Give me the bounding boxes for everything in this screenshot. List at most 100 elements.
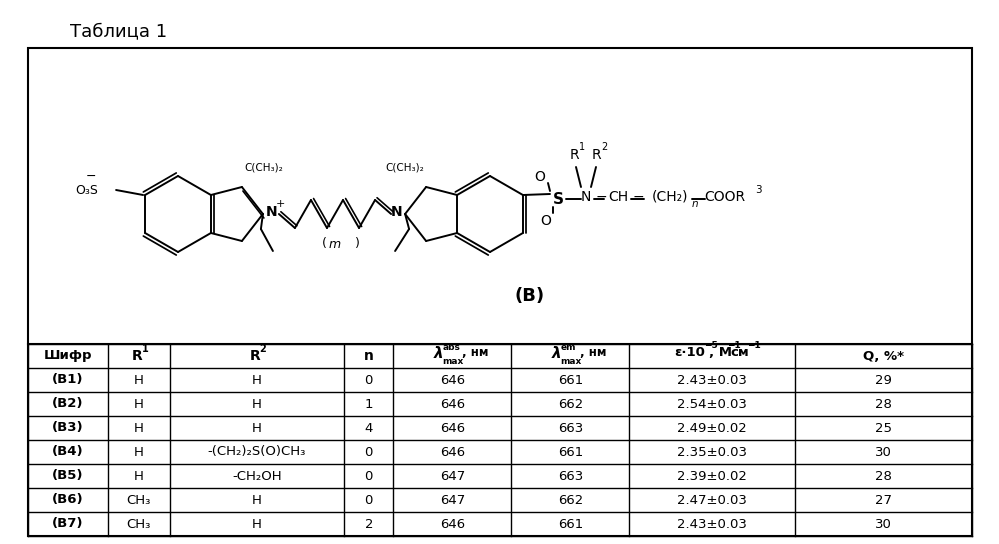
Text: 661: 661 bbox=[557, 446, 583, 459]
Text: Таблица 1: Таблица 1 bbox=[70, 22, 167, 40]
Text: 30: 30 bbox=[875, 446, 892, 459]
Text: 28: 28 bbox=[875, 469, 892, 483]
Text: H: H bbox=[252, 493, 262, 506]
Text: (B3): (B3) bbox=[52, 422, 84, 435]
Text: 2.43±0.03: 2.43±0.03 bbox=[677, 517, 747, 530]
Text: 0: 0 bbox=[365, 374, 373, 386]
Text: 0: 0 bbox=[365, 493, 373, 506]
Text: 662: 662 bbox=[557, 493, 583, 506]
Text: (: ( bbox=[322, 238, 327, 250]
Text: H: H bbox=[252, 422, 262, 435]
Text: R: R bbox=[132, 349, 142, 363]
Text: 2.35±0.03: 2.35±0.03 bbox=[677, 446, 747, 459]
Text: 2.43±0.03: 2.43±0.03 bbox=[677, 374, 747, 386]
Text: H: H bbox=[134, 398, 144, 411]
Text: , нм: , нм bbox=[463, 347, 489, 360]
Text: em: em bbox=[560, 343, 575, 353]
Text: 30: 30 bbox=[875, 517, 892, 530]
Text: 646: 646 bbox=[440, 422, 465, 435]
Text: −: − bbox=[86, 170, 96, 182]
Text: 663: 663 bbox=[557, 469, 583, 483]
Text: 0: 0 bbox=[365, 469, 373, 483]
Text: m: m bbox=[329, 238, 341, 250]
Text: 2: 2 bbox=[260, 344, 267, 354]
Text: 2.47±0.03: 2.47±0.03 bbox=[677, 493, 747, 506]
Text: 3: 3 bbox=[755, 185, 761, 195]
Text: ε·10: ε·10 bbox=[674, 345, 705, 358]
Text: (B5): (B5) bbox=[52, 469, 84, 483]
Text: −: − bbox=[596, 190, 607, 204]
Text: , M: , M bbox=[709, 345, 732, 358]
Text: −5: −5 bbox=[704, 341, 717, 349]
Text: H: H bbox=[252, 374, 262, 386]
Text: R: R bbox=[250, 349, 261, 363]
Text: 27: 27 bbox=[875, 493, 892, 506]
Text: CH₃: CH₃ bbox=[127, 493, 151, 506]
Text: O₃S: O₃S bbox=[75, 183, 98, 196]
Text: 663: 663 bbox=[557, 422, 583, 435]
Text: 646: 646 bbox=[440, 374, 465, 386]
Text: (B6): (B6) bbox=[52, 493, 84, 506]
Text: 646: 646 bbox=[440, 398, 465, 411]
Text: Q, %*: Q, %* bbox=[863, 349, 904, 362]
Text: 661: 661 bbox=[557, 374, 583, 386]
Text: H: H bbox=[134, 469, 144, 483]
Text: N: N bbox=[391, 205, 403, 219]
Text: , нм: , нм bbox=[580, 347, 606, 360]
Text: Шифр: Шифр bbox=[44, 349, 92, 362]
Text: (B1): (B1) bbox=[52, 374, 84, 386]
Text: 2.54±0.03: 2.54±0.03 bbox=[677, 398, 747, 411]
Text: H: H bbox=[252, 398, 262, 411]
Text: 25: 25 bbox=[875, 422, 892, 435]
Text: H: H bbox=[134, 422, 144, 435]
Text: N: N bbox=[580, 190, 591, 204]
Text: −1: −1 bbox=[727, 341, 740, 349]
Text: 646: 646 bbox=[440, 446, 465, 459]
Text: H: H bbox=[252, 517, 262, 530]
Text: 646: 646 bbox=[440, 517, 465, 530]
Text: λ: λ bbox=[551, 345, 561, 361]
Text: −1: −1 bbox=[747, 341, 760, 349]
Text: COOR: COOR bbox=[704, 190, 745, 204]
Text: n: n bbox=[692, 199, 698, 209]
Text: O: O bbox=[534, 170, 545, 184]
Text: 28: 28 bbox=[875, 398, 892, 411]
Text: 661: 661 bbox=[557, 517, 583, 530]
Text: N: N bbox=[266, 205, 278, 219]
Text: −: − bbox=[633, 190, 644, 204]
Text: 2.49±0.02: 2.49±0.02 bbox=[677, 422, 747, 435]
Text: λ: λ bbox=[434, 345, 444, 361]
Bar bbox=[28, 48, 972, 536]
Text: 647: 647 bbox=[440, 493, 465, 506]
Text: 1: 1 bbox=[365, 398, 373, 411]
Text: -CH₂OH: -CH₂OH bbox=[232, 469, 282, 483]
Text: abs: abs bbox=[443, 343, 461, 353]
Text: R: R bbox=[591, 148, 600, 162]
Text: (B4): (B4) bbox=[52, 446, 84, 459]
Text: H: H bbox=[134, 446, 144, 459]
Text: C(CH₃)₂: C(CH₃)₂ bbox=[386, 163, 425, 173]
Text: 0: 0 bbox=[365, 446, 373, 459]
Text: (B2): (B2) bbox=[52, 398, 84, 411]
Text: (B): (B) bbox=[514, 287, 545, 305]
Text: O: O bbox=[540, 214, 551, 228]
Text: 2.39±0.02: 2.39±0.02 bbox=[677, 469, 747, 483]
Text: n: n bbox=[364, 349, 374, 363]
Text: CH: CH bbox=[608, 190, 628, 204]
Text: R: R bbox=[569, 148, 578, 162]
Text: (CH₂): (CH₂) bbox=[651, 190, 688, 204]
Text: S: S bbox=[552, 191, 563, 207]
Text: C(CH₃)₂: C(CH₃)₂ bbox=[244, 163, 283, 173]
Text: -(CH₂)₂S(O)CH₃: -(CH₂)₂S(O)CH₃ bbox=[208, 446, 306, 459]
Text: 29: 29 bbox=[875, 374, 892, 386]
Text: 2: 2 bbox=[365, 517, 373, 530]
Text: +: + bbox=[276, 199, 286, 209]
Text: 4: 4 bbox=[365, 422, 373, 435]
Text: 1: 1 bbox=[142, 344, 148, 354]
Text: ): ) bbox=[355, 238, 360, 250]
Text: H: H bbox=[134, 374, 144, 386]
Text: см: см bbox=[730, 345, 748, 358]
Text: CH₃: CH₃ bbox=[127, 517, 151, 530]
Text: 2: 2 bbox=[600, 142, 607, 152]
Text: max: max bbox=[443, 356, 464, 366]
